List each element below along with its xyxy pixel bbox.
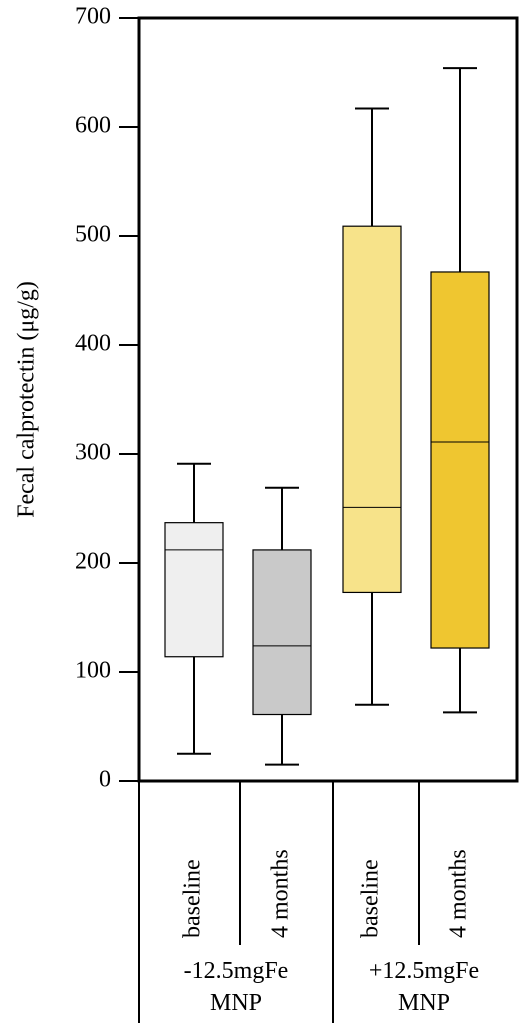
category-label: baseline [358, 859, 384, 938]
group-label-line1: -12.5mgFe [184, 958, 289, 984]
group-label-line2: MNP [210, 990, 262, 1016]
plot-frame [137, 16, 519, 783]
plot-border [137, 16, 519, 783]
box-iqr [164, 522, 224, 658]
y-axis-label: Fecal calprotectin (μg/g) [14, 281, 40, 518]
category-label: 4 months [446, 849, 472, 938]
group-label-line2: MNP [398, 990, 450, 1016]
box-3 [342, 107, 402, 706]
box-iqr [252, 549, 312, 716]
y-tick-label: 100 [75, 658, 111, 684]
y-tick-label: 0 [99, 767, 111, 793]
y-tick-label: 400 [75, 331, 111, 357]
box-iqr [342, 225, 402, 594]
y-tick-label: 700 [75, 4, 111, 30]
x-categories: baseline 4 months baseline 4 months -12.5mgF… [138, 781, 479, 1023]
category-label: baseline [180, 859, 206, 938]
box-iqr [430, 271, 490, 649]
box-1 [164, 462, 224, 755]
boxes [164, 67, 490, 766]
y-tick-label: 500 [75, 222, 111, 248]
y-tick-label: 300 [75, 440, 111, 466]
y-axis: 0 100 200 300 400 500 600 700 [75, 4, 139, 793]
y-tick-label: 200 [75, 549, 111, 575]
box-4 [430, 67, 490, 714]
category-label: 4 months [268, 849, 294, 938]
box-2 [252, 486, 312, 766]
y-tick-label: 600 [75, 113, 111, 139]
group-label-line1: +12.5mgFe [369, 958, 479, 984]
